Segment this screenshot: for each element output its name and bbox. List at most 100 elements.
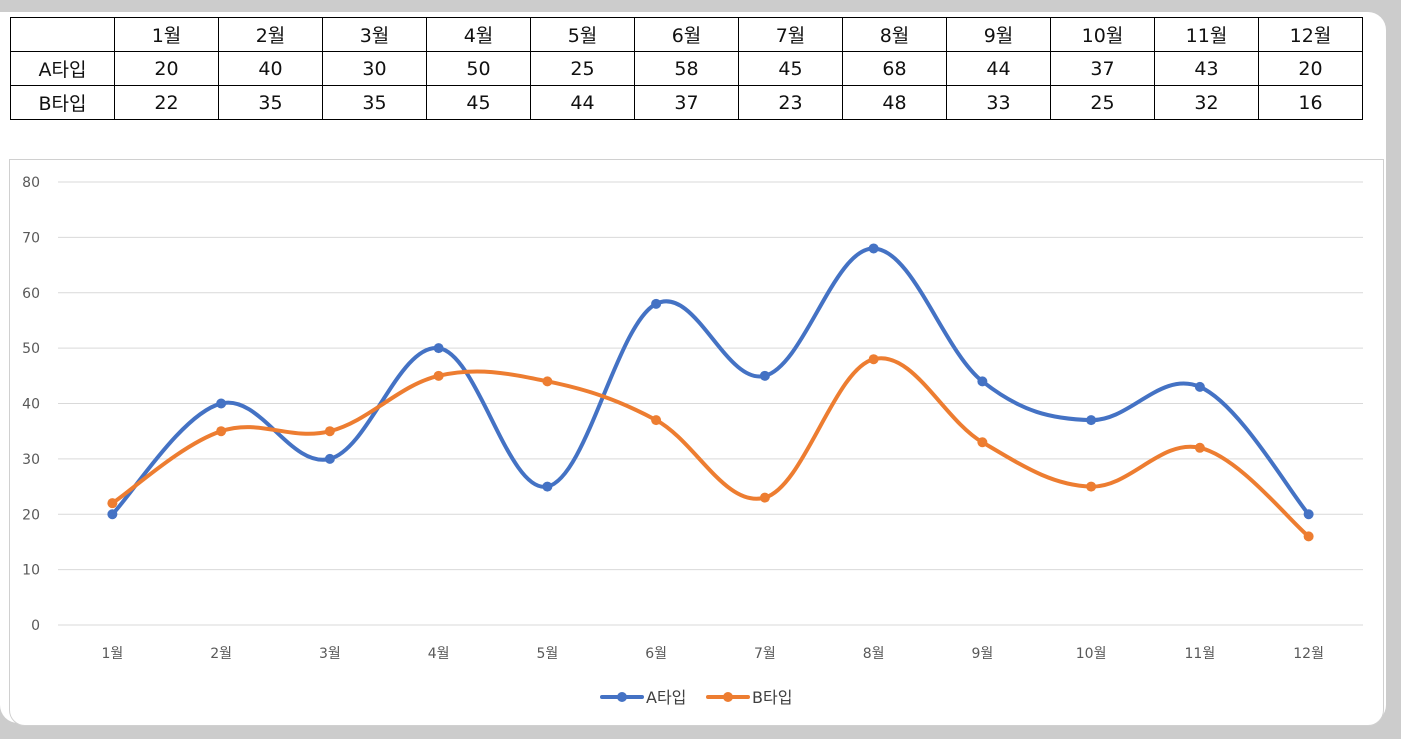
table-cell[interactable]: 37 bbox=[1050, 51, 1155, 86]
chart-area[interactable]: 0 10 20 30 40 50 60 70 80 1월 2월 3월 4월 5월 6월 7월 8월 9월 10월 1… bbox=[9, 159, 1384, 726]
table-cell[interactable]: 25 bbox=[1050, 85, 1155, 120]
table-header-cell[interactable]: 4월 bbox=[426, 17, 531, 52]
legend-item[interactable]: A타입 bbox=[600, 688, 686, 707]
table-header-cell[interactable]: 5월 bbox=[530, 17, 635, 52]
gridlines bbox=[58, 181, 1363, 626]
y-tick-label: 50 bbox=[22, 341, 40, 357]
table-row-label[interactable]: B타입 bbox=[10, 85, 115, 120]
data-point[interactable] bbox=[1303, 531, 1314, 542]
table-cell[interactable]: 23 bbox=[738, 85, 843, 120]
legend-label: B타입 bbox=[752, 688, 792, 707]
data-point[interactable] bbox=[868, 354, 879, 365]
table-cell[interactable]: 44 bbox=[946, 51, 1051, 86]
data-point[interactable] bbox=[1086, 481, 1097, 492]
data-point[interactable] bbox=[1086, 415, 1097, 426]
table-header-cell[interactable]: 7월 bbox=[738, 17, 843, 52]
legend-marker bbox=[723, 692, 733, 702]
data-point[interactable] bbox=[651, 298, 662, 309]
data-point[interactable] bbox=[542, 481, 553, 492]
table-row: A타입 20 40 30 50 25 58 45 68 44 37 43 20 bbox=[10, 51, 1363, 86]
table-cell[interactable]: 43 bbox=[1154, 51, 1259, 86]
table-cell[interactable]: 68 bbox=[842, 51, 947, 86]
y-tick-label: 40 bbox=[22, 397, 40, 413]
data-point[interactable] bbox=[759, 492, 770, 503]
table-cell[interactable]: 35 bbox=[322, 85, 427, 120]
table-header-cell[interactable]: 9월 bbox=[946, 17, 1051, 52]
data-point[interactable] bbox=[433, 370, 444, 381]
legend-item[interactable]: B타입 bbox=[706, 688, 792, 707]
table-cell[interactable]: 44 bbox=[530, 85, 635, 120]
data-point[interactable] bbox=[216, 398, 227, 409]
y-tick-label: 0 bbox=[31, 618, 40, 634]
table-cell[interactable]: 25 bbox=[530, 51, 635, 86]
x-tick-label: 10월 bbox=[1076, 646, 1107, 662]
table-cell[interactable]: 20 bbox=[114, 51, 219, 86]
x-tick-label: 11월 bbox=[1185, 646, 1216, 662]
data-point[interactable] bbox=[977, 437, 988, 448]
legend: A타입 B타입 bbox=[600, 688, 792, 707]
table-cell[interactable]: 35 bbox=[218, 85, 323, 120]
legend-label: A타입 bbox=[646, 688, 686, 707]
data-point[interactable] bbox=[1194, 442, 1205, 453]
table-header-cell[interactable]: 2월 bbox=[218, 17, 323, 52]
data-point[interactable] bbox=[433, 343, 444, 354]
data-point[interactable] bbox=[216, 426, 227, 437]
data-point[interactable] bbox=[759, 370, 770, 381]
data-point[interactable] bbox=[868, 243, 879, 254]
table-cell[interactable]: 40 bbox=[218, 51, 323, 86]
table-header-cell[interactable]: 6월 bbox=[634, 17, 739, 52]
data-point[interactable] bbox=[1194, 381, 1205, 392]
data-point[interactable] bbox=[651, 415, 662, 426]
y-tick-label: 20 bbox=[22, 507, 40, 523]
x-tick-label: 3월 bbox=[319, 646, 341, 662]
table-cell[interactable]: 37 bbox=[634, 85, 739, 120]
table-header-cell[interactable]: 1월 bbox=[114, 17, 219, 52]
table-cell[interactable]: 45 bbox=[426, 85, 531, 120]
x-tick-label: 9월 bbox=[971, 646, 993, 662]
x-tick-label: 1월 bbox=[101, 646, 123, 662]
data-point[interactable] bbox=[977, 376, 988, 387]
table-header-cell[interactable]: 3월 bbox=[322, 17, 427, 52]
table-cell[interactable]: 16 bbox=[1258, 85, 1363, 120]
data-point[interactable] bbox=[542, 376, 553, 387]
y-tick-label: 10 bbox=[22, 563, 40, 579]
x-axis-tick-labels: 1월 2월 3월 4월 5월 6월 7월 8월 9월 10월 11월 12월 bbox=[101, 646, 1324, 662]
table-header-cell[interactable]: 8월 bbox=[842, 17, 947, 52]
table-cell[interactable]: 48 bbox=[842, 85, 947, 120]
x-tick-label: 4월 bbox=[428, 646, 450, 662]
data-point[interactable] bbox=[107, 498, 118, 509]
x-tick-label: 12월 bbox=[1293, 646, 1324, 662]
y-tick-label: 30 bbox=[22, 452, 40, 468]
legend-marker bbox=[617, 692, 627, 702]
x-tick-label: 8월 bbox=[863, 646, 885, 662]
table-cell[interactable]: 22 bbox=[114, 85, 219, 120]
table-header-row: 1월 2월 3월 4월 5월 6월 7월 8월 9월 10월 11월 12월 bbox=[10, 17, 1363, 52]
x-tick-label: 2월 bbox=[210, 646, 232, 662]
table-header-cell[interactable]: 11월 bbox=[1154, 17, 1259, 52]
series-a[interactable] bbox=[107, 243, 1314, 520]
table-cell[interactable]: 30 bbox=[322, 51, 427, 86]
data-point[interactable] bbox=[1303, 509, 1314, 520]
table-cell[interactable]: 50 bbox=[426, 51, 531, 86]
y-tick-label: 70 bbox=[22, 230, 40, 246]
y-axis-tick-labels: 0 10 20 30 40 50 60 70 80 bbox=[22, 175, 40, 634]
series-b[interactable] bbox=[107, 354, 1314, 542]
table-cell[interactable]: 32 bbox=[1154, 85, 1259, 120]
data-table: 1월 2월 3월 4월 5월 6월 7월 8월 9월 10월 11월 12월 A타입 20 40 30 50 25… bbox=[10, 17, 1363, 120]
table-cell[interactable]: 20 bbox=[1258, 51, 1363, 86]
data-point[interactable] bbox=[107, 509, 118, 520]
data-point[interactable] bbox=[324, 426, 335, 437]
table-header-cell[interactable]: 10월 bbox=[1050, 17, 1155, 52]
table-header-cell[interactable]: 12월 bbox=[1258, 17, 1363, 52]
table-cell[interactable]: 58 bbox=[634, 51, 739, 86]
x-tick-label: 6월 bbox=[645, 646, 667, 662]
data-point[interactable] bbox=[324, 453, 335, 464]
table-corner-cell[interactable] bbox=[10, 17, 115, 52]
table-cell[interactable]: 45 bbox=[738, 51, 843, 86]
table-row-label[interactable]: A타입 bbox=[10, 51, 115, 86]
table-row: B타입 22 35 35 45 44 37 23 48 33 25 32 16 bbox=[10, 85, 1363, 120]
table-cell[interactable]: 33 bbox=[946, 85, 1051, 120]
series-lines bbox=[107, 243, 1314, 542]
y-tick-label: 80 bbox=[22, 175, 40, 191]
